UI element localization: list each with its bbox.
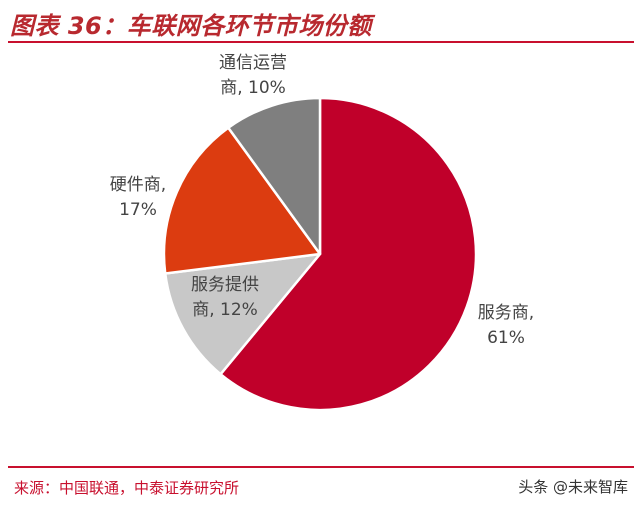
pie-slice	[227, 96, 322, 256]
pie-slice	[219, 96, 478, 412]
source-note: 来源：中国联通，中泰证券研究所	[14, 479, 240, 497]
footer-divider	[8, 466, 634, 468]
slice-label: 通信运营商, 10%	[219, 53, 287, 98]
pie-slice	[163, 252, 322, 376]
watermark: 头条 @未来智库	[518, 478, 628, 496]
title-divider	[8, 41, 634, 43]
slice-label: 硬件商, 17%	[110, 175, 166, 220]
slice-label: 服务提供商, 12%	[191, 275, 259, 320]
slice-label: 服务商, 61%	[478, 303, 534, 348]
pie-slice	[162, 126, 322, 275]
chart-title: 图表 36：车联网各环节市场份额	[10, 12, 372, 40]
